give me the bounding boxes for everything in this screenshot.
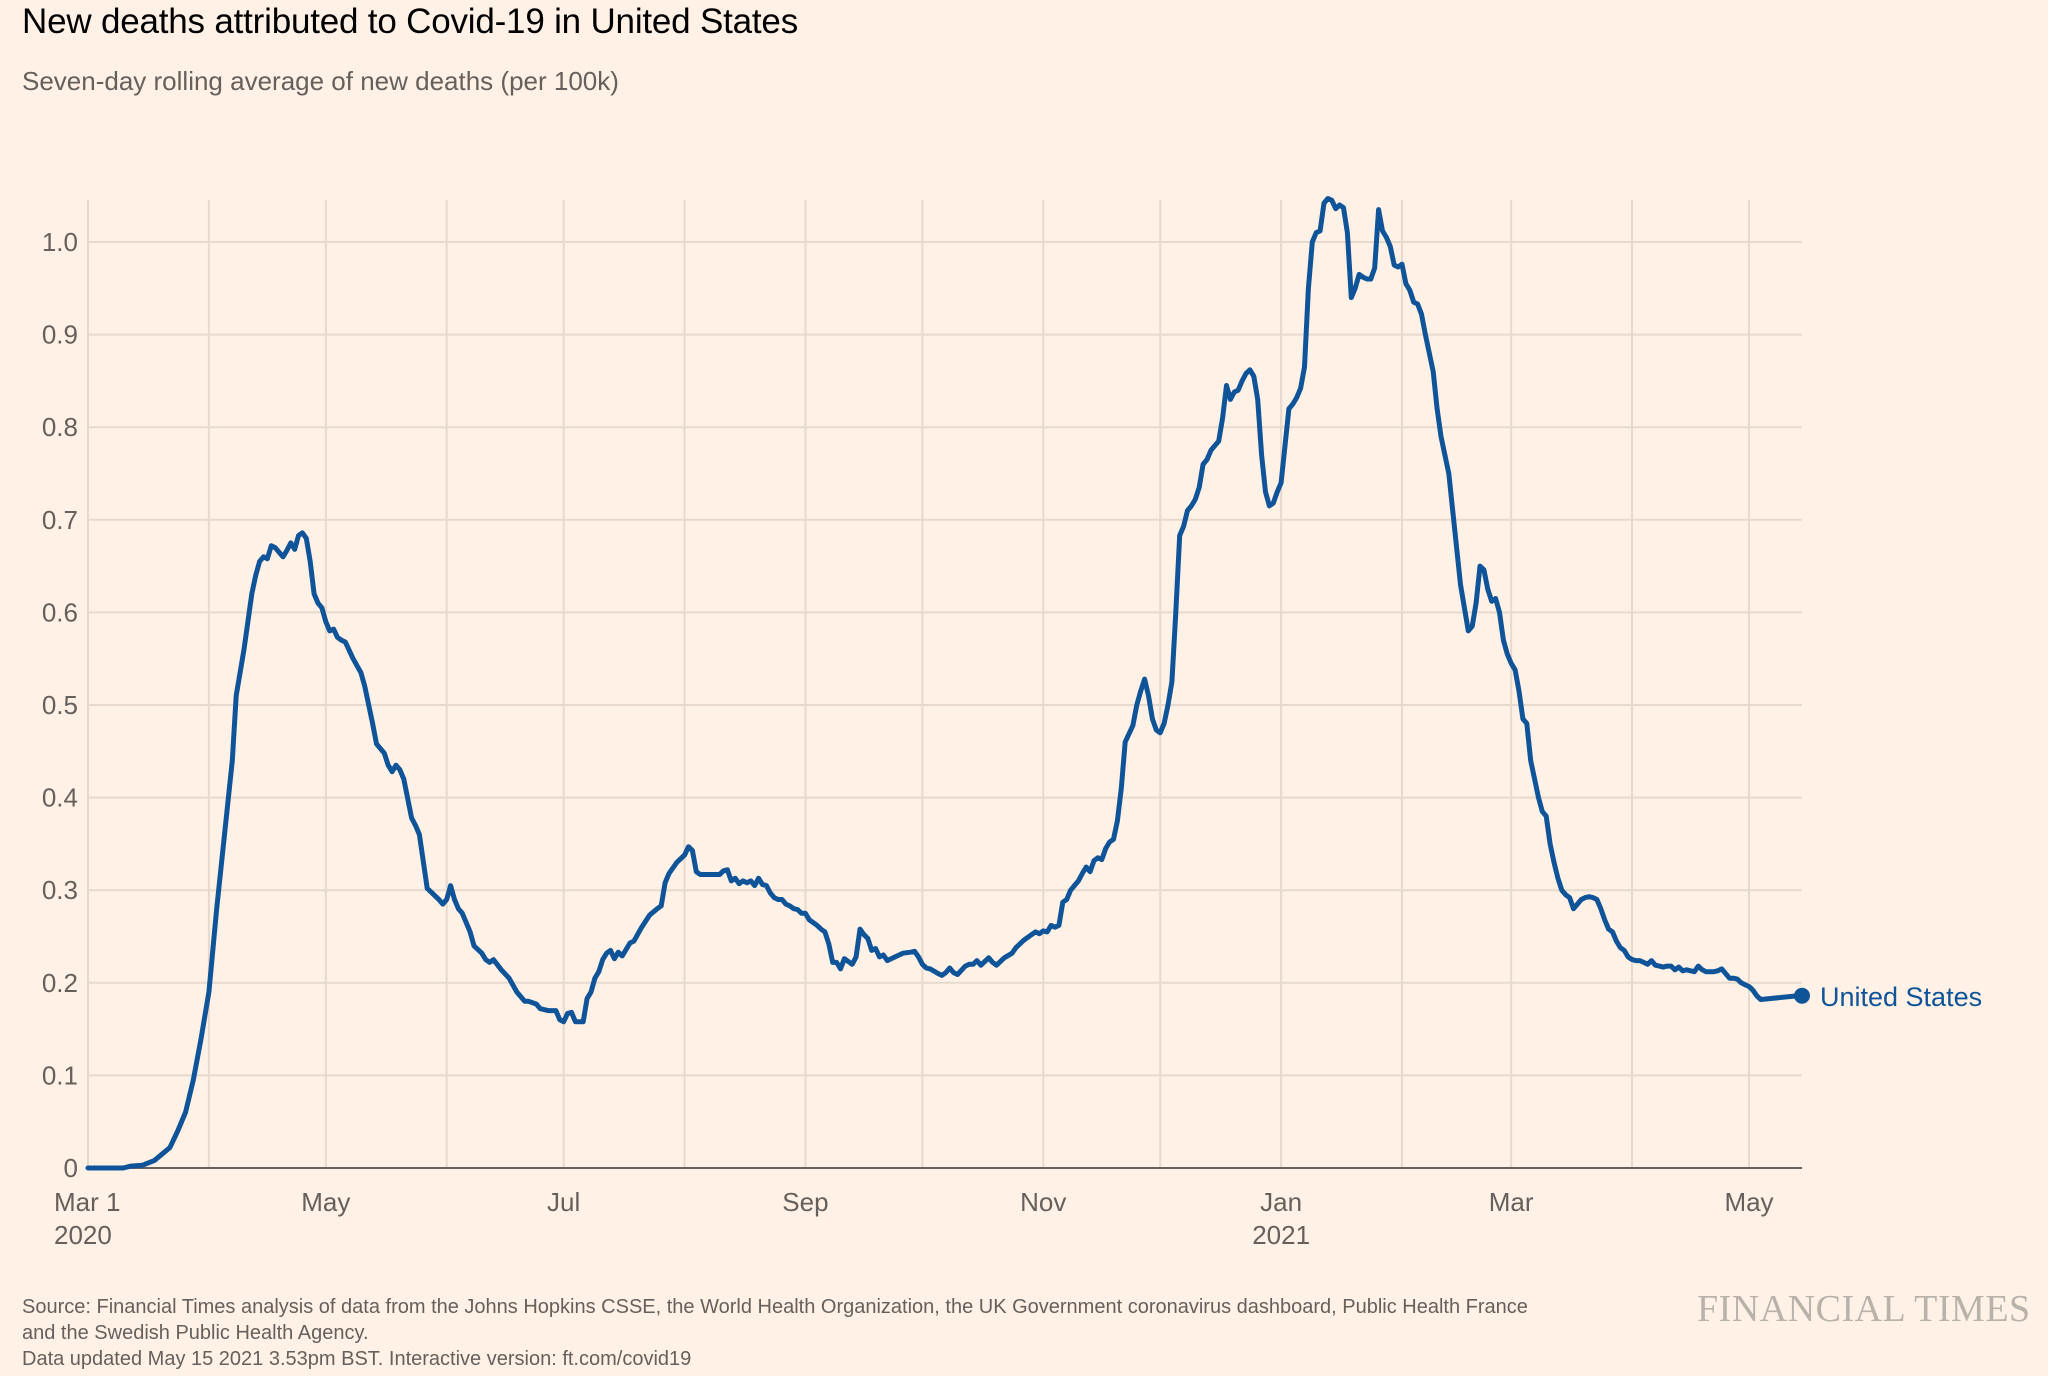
y-tick-label: 0.4 [42,783,78,813]
x-tick-label: May [301,1187,350,1217]
series-line-united-states [85,196,1801,1171]
y-gridlines [88,241,1802,1077]
y-tick-label: 0.3 [42,875,78,905]
y-axis-ticks: 0 0.1 0.2 0.3 0.4 0.5 0.6 0.7 0.8 0.9 1.0 [42,227,78,1183]
data-updated-line: Data updated May 15 2021 3.53pm BST. Int… [22,1348,692,1370]
series-end-marker [1794,987,1810,1004]
x-gridlines [87,200,1750,1168]
y-tick-label: 0 [64,1153,78,1183]
series-label-united-states: United States [1820,982,1982,1012]
x-tick-label: Mar [1489,1187,1534,1217]
x-tick-label: Jul [547,1187,580,1217]
y-tick-label: 0.6 [42,597,78,627]
y-tick-label: 0.5 [42,690,78,720]
x-tick-label: Jan [1260,1187,1302,1217]
x-tick-label: May [1724,1187,1773,1217]
chart-subtitle: Seven-day rolling average of new deaths … [22,66,619,96]
source-note: Source: Financial Times analysis of data… [22,1294,1702,1372]
y-tick-label: 0.9 [42,320,78,350]
y-tick-label: 1.0 [42,227,78,257]
x-tick-label: Sep [782,1187,828,1217]
financial-times-logo: FINANCIAL TIMES [1697,1288,2031,1330]
x-tick-label: Nov [1020,1187,1066,1217]
source-line-1: Source: Financial Times analysis of data… [22,1296,1528,1318]
y-tick-label: 0.2 [42,968,78,998]
x-tick-label: Mar 1 [54,1187,120,1217]
source-line-2: and the Swedish Public Health Agency. [22,1322,369,1344]
y-tick-label: 0.1 [42,1060,78,1090]
x-tick-year-label: 2020 [54,1220,112,1250]
chart-title: New deaths attributed to Covid-19 in Uni… [22,2,798,41]
y-tick-label: 0.7 [42,505,78,535]
x-tick-year-label: 2021 [1252,1220,1310,1250]
y-tick-label: 0.8 [42,412,78,442]
